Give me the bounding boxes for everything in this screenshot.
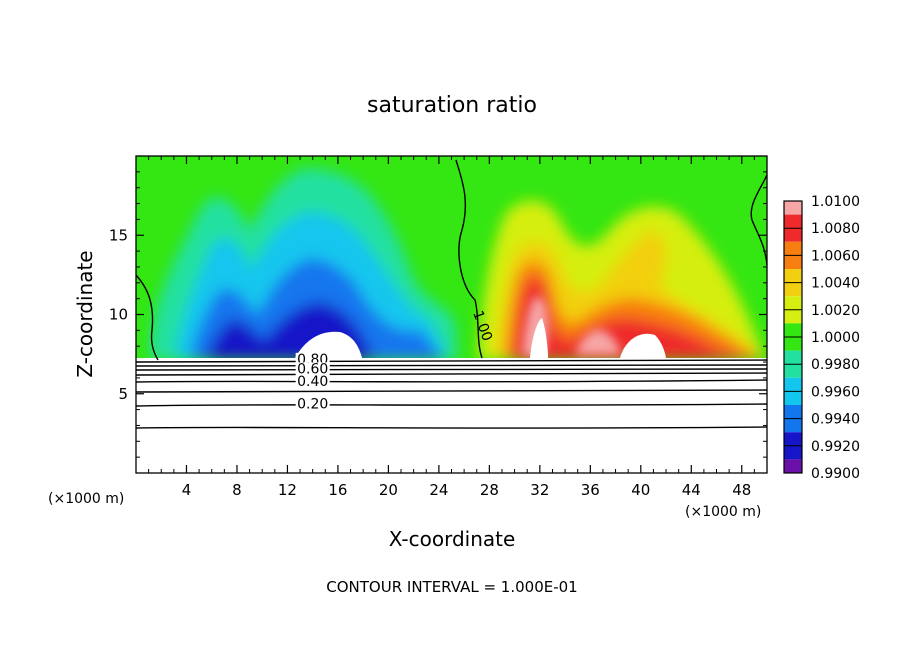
chart-title: saturation ratio <box>367 93 537 118</box>
colorbar-band <box>784 377 802 392</box>
colorbar-band <box>784 282 802 297</box>
colorbar-label: 0.9920 <box>811 439 860 455</box>
x-tick-label: 44 <box>682 481 701 499</box>
x-unit-label: (×1000 m) <box>685 504 761 520</box>
colorbar-band <box>784 309 802 324</box>
x-tick-label: 32 <box>530 481 549 499</box>
contour-label-background <box>295 397 330 412</box>
contour-0.70 <box>135 364 768 367</box>
saturation-field <box>136 156 767 473</box>
x-tick-label: 40 <box>631 481 650 499</box>
colorbar-band <box>784 296 802 310</box>
x-tick-label: 16 <box>328 481 347 499</box>
colorbar-band <box>784 323 802 337</box>
colorbar-band <box>784 405 802 419</box>
x-axis-title: X-coordinate <box>389 527 516 551</box>
y-axis: 5 10 15 <box>109 171 767 458</box>
colorbar-label: 1.0100 <box>811 194 860 210</box>
contour-1.00-right <box>750 174 768 266</box>
colorbar-label: 0.9940 <box>811 412 860 428</box>
z-unit-label: (×1000 m) <box>48 491 124 507</box>
contour-0.80 <box>135 359 768 363</box>
colorbar-band <box>784 255 802 269</box>
x-tick-label: 12 <box>278 481 297 499</box>
colorbar-label: 1.0040 <box>811 276 860 292</box>
colorbar-label: 1.0020 <box>811 303 860 319</box>
x-tick-label: 36 <box>581 481 600 499</box>
x-tick-label: 8 <box>232 481 242 499</box>
y-tick-label: 5 <box>118 385 128 403</box>
contour-label: 0.20 <box>297 396 328 412</box>
colorbar-label: 0.9900 <box>811 466 860 482</box>
x-tick-label: 20 <box>379 481 398 499</box>
y-axis-title: Z-coordinate <box>73 250 97 377</box>
x-tick-label: 48 <box>732 481 751 499</box>
colorbar-band <box>784 391 802 405</box>
colorbar-band <box>784 214 802 229</box>
contour-interval-note: CONTOUR INTERVAL = 1.000E-01 <box>326 578 577 596</box>
colorbar-label: 0.9960 <box>811 384 860 400</box>
y-tick-label: 10 <box>109 306 128 324</box>
contour-labels: 0.800.600.400.201.00 <box>295 309 495 412</box>
colorbar-band <box>784 364 802 378</box>
contour-label: 0.40 <box>297 374 328 390</box>
contour-0.30 <box>135 389 768 393</box>
colorbar-band <box>784 201 802 215</box>
contour-0.60 <box>135 368 768 371</box>
colorbar-band <box>784 432 802 446</box>
colorbar-label: 0.9980 <box>811 357 860 373</box>
x-tick-label: 24 <box>429 481 448 499</box>
contour-0.40 <box>135 379 768 383</box>
x-tick-label: 4 <box>182 481 192 499</box>
colorbar: 1.0100 1.0080 1.0060 1.0040 1.0020 1.0000 0.99… <box>783 194 860 482</box>
colorbar-band <box>784 241 802 256</box>
colorbar-label: 1.0080 <box>811 221 860 237</box>
colorbar-band <box>784 459 802 473</box>
colorbar-band <box>784 418 802 433</box>
colorbar-band <box>784 228 802 242</box>
contour-label: 0.60 <box>297 361 328 377</box>
contour-1.00-left <box>135 274 159 361</box>
contour-1.00-mid <box>455 159 483 359</box>
colorbar-band <box>784 337 802 351</box>
colorbar-band <box>784 445 802 460</box>
colorbar-label: 1.0000 <box>811 330 860 346</box>
x-axis: 4 8 12 16 20 24 28 32 36 40 44 48 <box>148 156 755 499</box>
x-tick-label: 28 <box>480 481 499 499</box>
contour-label-background <box>295 375 330 390</box>
colorbar-band <box>784 350 802 365</box>
y-tick-label: 15 <box>109 226 128 244</box>
colorbar-band <box>784 269 802 283</box>
contour-0.20 <box>135 403 768 407</box>
contour-0.10 <box>135 426 768 429</box>
contour-0.50 <box>135 372 768 376</box>
colorbar-label: 1.0060 <box>811 248 860 264</box>
contour-label-background <box>295 362 330 377</box>
contour-lines <box>135 159 768 429</box>
